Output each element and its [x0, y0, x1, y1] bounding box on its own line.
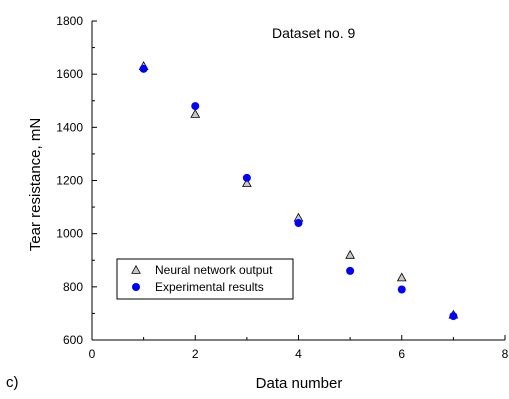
nn-output-point [396, 272, 407, 282]
experimental-point [397, 285, 406, 294]
y-axis-title: Tear resistance, mN [27, 118, 44, 251]
data-marks [138, 61, 459, 321]
y-tick-label: 1000 [56, 227, 83, 241]
x-tick-label: 0 [89, 347, 96, 361]
experimental-point [139, 64, 148, 73]
y-tick-label: 600 [63, 333, 83, 347]
legend-frame [116, 258, 294, 300]
legend-label: Neural network output [155, 263, 273, 277]
x-tick-label: 2 [192, 347, 199, 361]
y-tick-label: 1800 [56, 14, 83, 28]
x-tick-label: 4 [295, 347, 302, 361]
legend-label: Experimental results [155, 280, 264, 294]
x-tick-label: 8 [502, 347, 509, 361]
legend: Neural network output Experimental result… [116, 258, 294, 300]
x-axis-title: Data number [256, 375, 343, 392]
y-tick-label: 1600 [56, 67, 83, 81]
experimental-point [242, 173, 251, 182]
legend-circle-marker [132, 283, 140, 291]
experimental-point [191, 102, 200, 111]
panel-label: c) [6, 374, 19, 391]
y-tick-label: 1200 [56, 174, 83, 188]
experimental-point [346, 266, 355, 275]
experimental-point [449, 312, 458, 321]
nn-output-point [190, 109, 201, 118]
experimental-point [294, 219, 303, 228]
dataset-annotation: Dataset no. 9 [272, 25, 355, 41]
legend-triangle-marker [131, 264, 141, 274]
y-tick-label: 800 [63, 280, 83, 294]
x-tick-label: 6 [398, 347, 405, 361]
axes: 600 800 1000 1200 1400 1600 1800 0 2 4 6 8 [56, 14, 508, 361]
nn-output-point [241, 178, 252, 187]
nn-output-point [345, 249, 356, 259]
y-tick-label: 1400 [56, 120, 83, 134]
